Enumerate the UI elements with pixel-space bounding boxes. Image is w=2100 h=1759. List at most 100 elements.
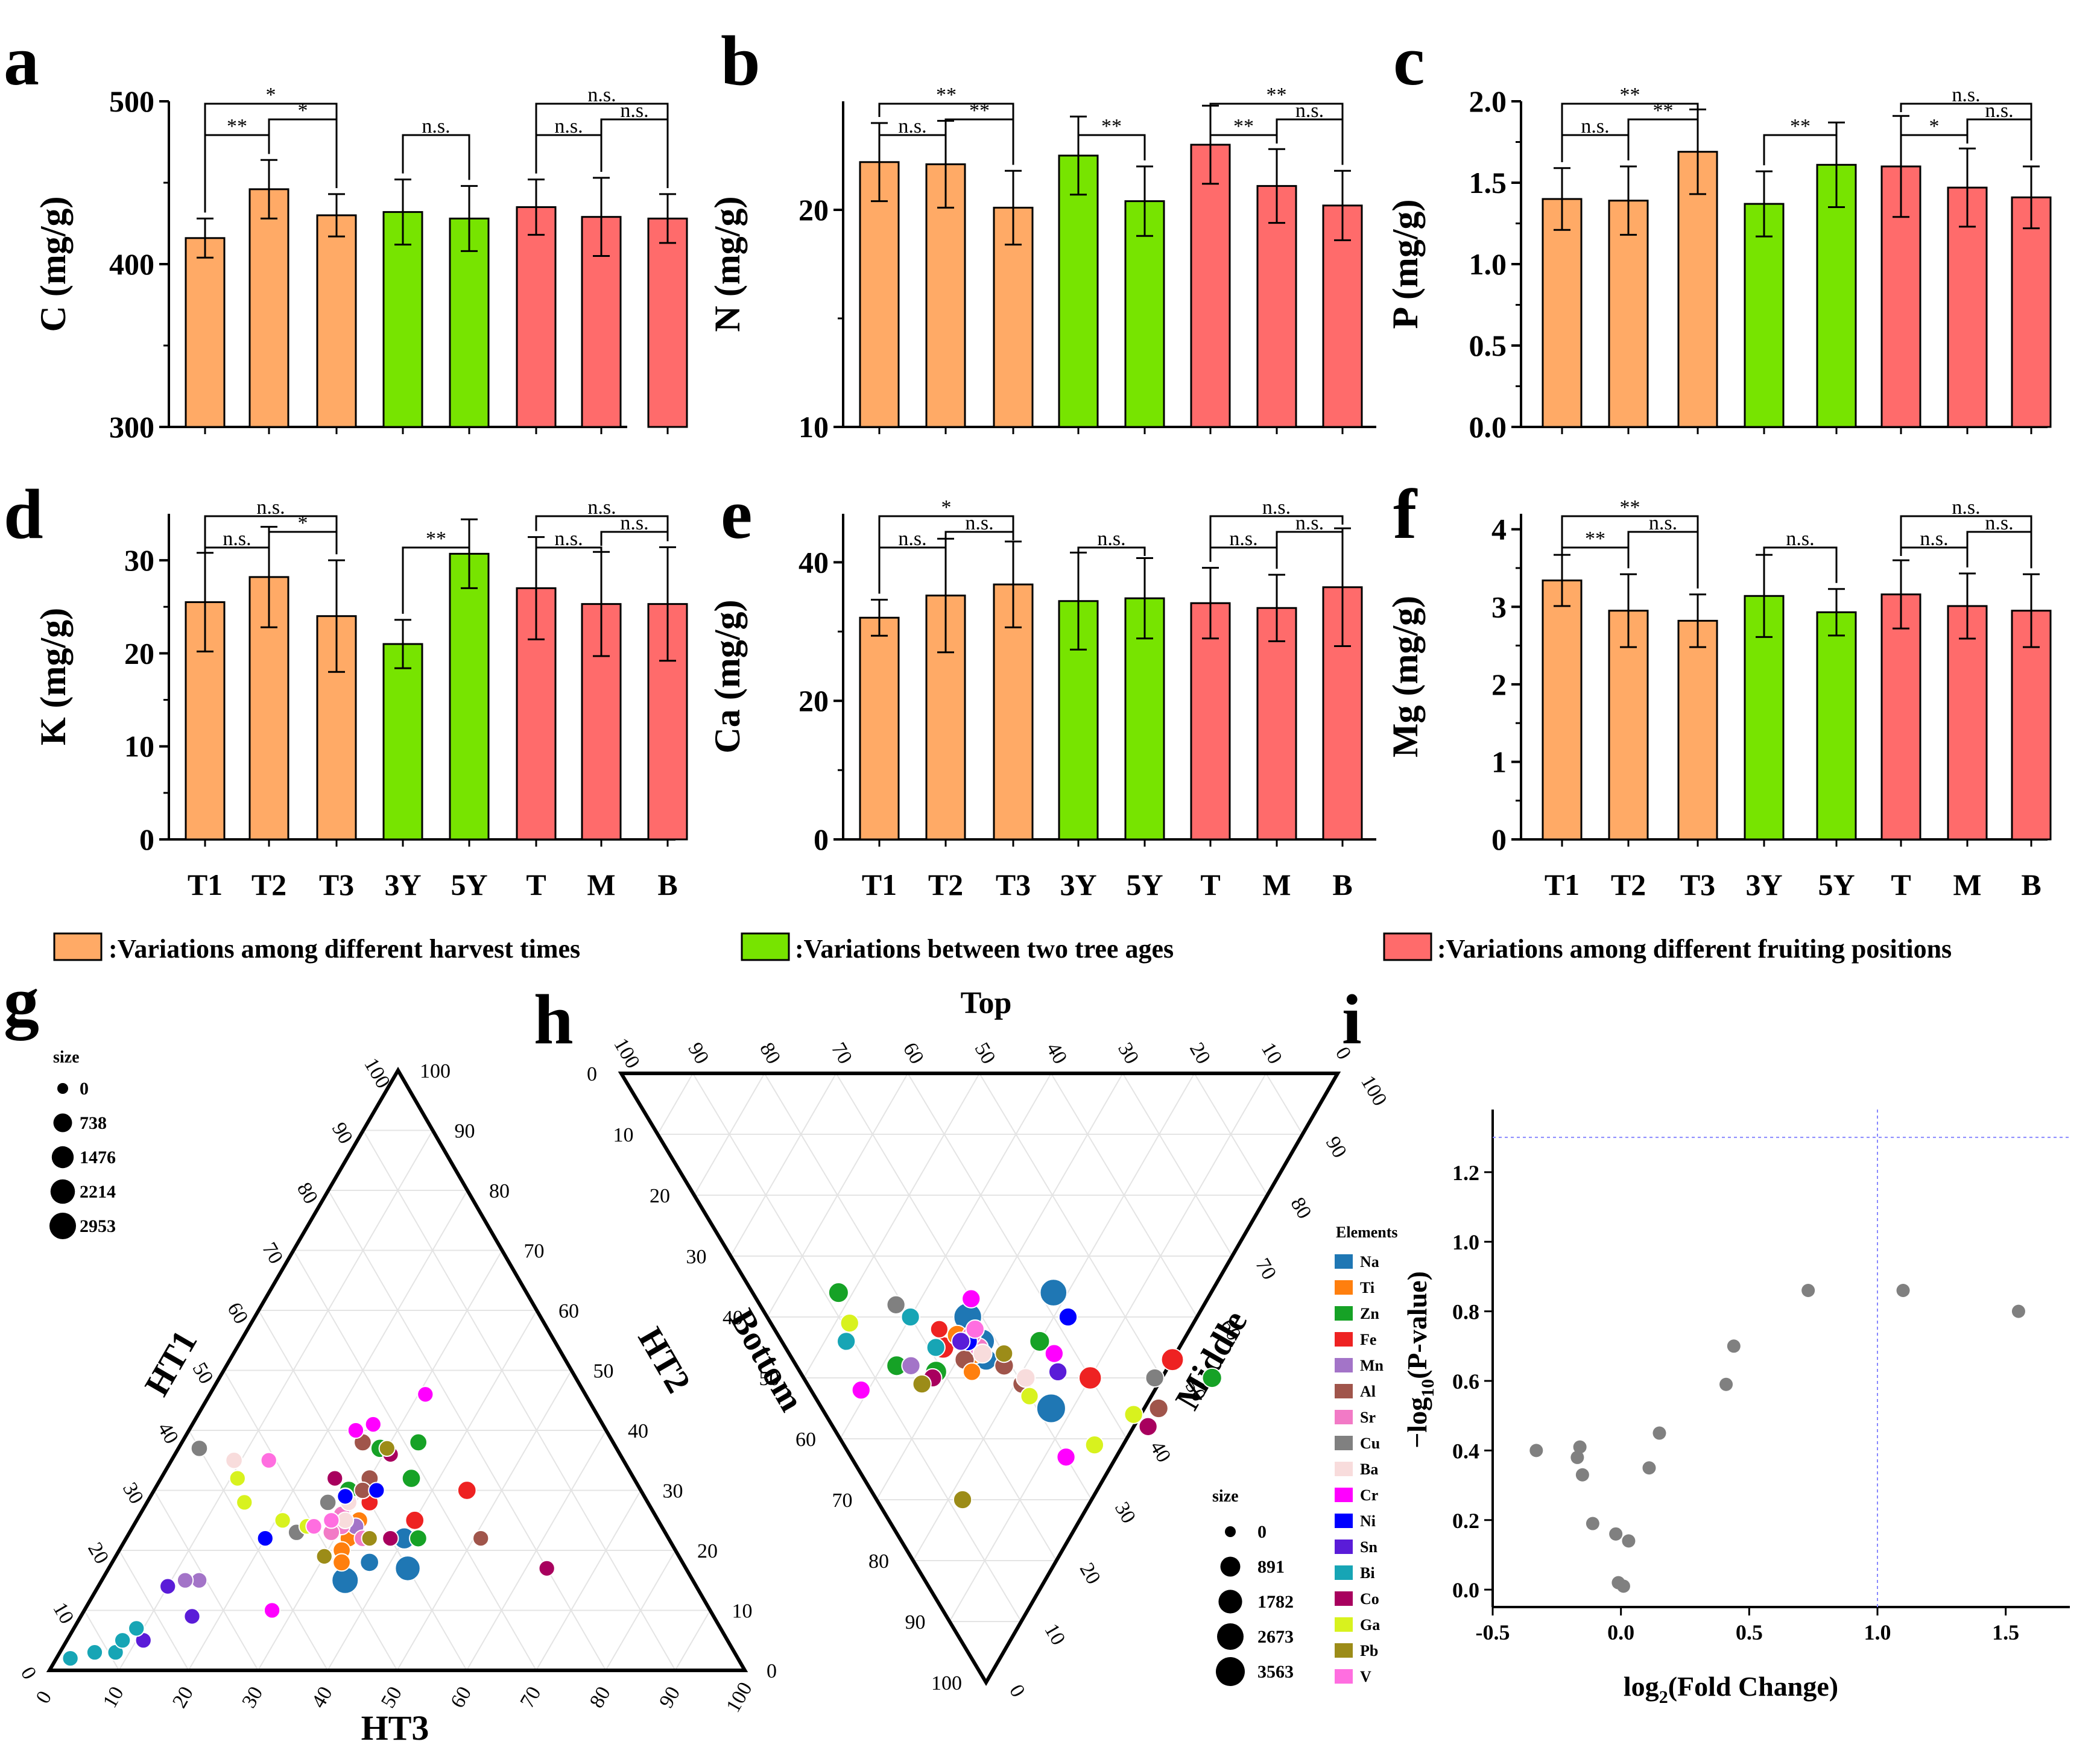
size-legend-label: 3563: [1257, 1662, 1294, 1682]
y-tick-label: 2.0: [1469, 84, 1507, 118]
data-point-ni: [256, 1529, 274, 1547]
tick-label-ht2: 10: [732, 1600, 753, 1623]
x-tick-label: T2: [1611, 868, 1646, 902]
x-tick-label: B: [2021, 868, 2041, 902]
panel-label-i: i: [1342, 980, 1362, 1059]
data-point-cu: [190, 1439, 209, 1457]
bar: [1058, 154, 1099, 428]
tick-label-bottom: 80: [868, 1550, 889, 1573]
tick-label-bottom: 20: [650, 1185, 670, 1207]
x-tick-label: T2: [928, 868, 963, 902]
legend-swatch-harvest: [53, 932, 103, 961]
significance-bracket: [878, 134, 947, 144]
panel-label-f: f: [1393, 475, 1418, 554]
significance-label: *: [298, 99, 308, 122]
element-legend-swatch: [1335, 1410, 1353, 1424]
significance-bracket: [1209, 103, 1344, 165]
panel-label-e: e: [721, 475, 752, 554]
size-legend-label: 2214: [80, 1182, 116, 1202]
panel-label-g: g: [4, 962, 39, 1041]
data-point-na: [331, 1566, 359, 1594]
element-legend-swatch: [1335, 1332, 1353, 1347]
data-point-bi: [900, 1307, 920, 1327]
x-tick-label: M: [1262, 868, 1291, 902]
size-legend-marker: [1216, 1657, 1245, 1686]
data-point: [1896, 1284, 1910, 1297]
panel-i: i 0.0 0.2 0.4 0.6 0.8 1.0 1.2 -0.5 0.0 0.5 1.0 1.5 lo…: [1342, 980, 2070, 1707]
y-tick-label: 1: [1491, 745, 1507, 778]
tick-label-bottom: 0: [587, 1063, 597, 1085]
x-tick-label: B: [1332, 868, 1352, 902]
data-point-ni: [368, 1482, 385, 1499]
significance-label: n.s.: [223, 528, 251, 550]
group-legend: :Variations among different harvest time…: [53, 932, 1952, 964]
element-legend-label: Ba: [1360, 1461, 1378, 1478]
data-point-bi: [113, 1632, 131, 1649]
tick-label-bottom: 70: [832, 1489, 853, 1512]
y-tick-label: 1.0: [1469, 247, 1507, 281]
y-axis-label: C (mg/g): [33, 197, 73, 332]
data-point-pb: [315, 1547, 333, 1565]
y-tick-label: 1.5: [1469, 166, 1507, 200]
data-point-co: [538, 1559, 555, 1577]
data-point-fe: [405, 1510, 425, 1530]
significance-bracket: [1077, 134, 1146, 160]
data-point-cr: [263, 1602, 281, 1619]
y-axis-label: N (mg/g): [707, 197, 747, 332]
significance-label: n.s.: [898, 115, 926, 137]
element-legend-swatch: [1335, 1669, 1353, 1684]
data-point-cr: [961, 1289, 981, 1309]
significance-label: n.s.: [1097, 528, 1125, 550]
element-legend-swatch: [1335, 1306, 1353, 1321]
y-tick-label: 300: [109, 410, 154, 444]
bar: [859, 161, 900, 428]
x-tick-label: 1.0: [1864, 1620, 1891, 1644]
data-point-ga: [1020, 1386, 1039, 1406]
element-legend-label: Sn: [1360, 1538, 1377, 1556]
significance-label: *: [941, 496, 952, 519]
y-tick-label: 40: [799, 545, 829, 579]
tick-label-bottom: 10: [613, 1124, 634, 1146]
data-point: [1529, 1444, 1543, 1457]
significance-label: **: [426, 528, 446, 550]
data-point: [1573, 1440, 1587, 1454]
significance-bracket: [1561, 515, 1699, 589]
significance-bracket: [1627, 118, 1699, 160]
data-point-cr: [1056, 1447, 1076, 1467]
data-point-mn: [176, 1571, 194, 1589]
size-legend-label: 0: [1257, 1522, 1267, 1542]
significance-bracket: [402, 134, 470, 180]
data-point-ga: [840, 1313, 859, 1333]
tick-label-bottom: 90: [905, 1611, 926, 1634]
significance-label: **: [1620, 84, 1640, 106]
data-point: [1719, 1377, 1733, 1391]
bar: [1677, 619, 1718, 841]
data-point-cu: [1145, 1368, 1165, 1388]
element-legend-title: Elements: [1336, 1224, 1398, 1241]
x-tick-label: 3Y: [384, 868, 421, 902]
element-legend-label: Bi: [1360, 1564, 1375, 1582]
grid-line: [1050, 1073, 1198, 1318]
size-legend-label: 2673: [1257, 1627, 1294, 1647]
legend-swatch-positions: [1383, 932, 1432, 961]
element-legend-label: Fe: [1360, 1331, 1376, 1348]
x-tick-label: 5Y: [451, 868, 487, 902]
grid-line: [293, 1249, 537, 1671]
bar: [1880, 593, 1921, 841]
y-axis-label: Mg (mg/g): [1385, 596, 1425, 757]
data-point-na: [1036, 1393, 1066, 1424]
data-point-v: [965, 1319, 985, 1339]
bar: [382, 643, 423, 841]
significance-label: n.s.: [554, 115, 583, 137]
tick-label-ht2: 60: [558, 1300, 579, 1322]
x-tick-label: T2: [251, 868, 286, 902]
grid-line: [694, 1073, 765, 1196]
size-legend-label: 738: [80, 1113, 107, 1133]
data-point-zn: [409, 1529, 428, 1548]
data-point: [1652, 1426, 1666, 1440]
bar: [516, 206, 557, 428]
grid-line: [674, 1609, 711, 1671]
size-legend-label: 1782: [1257, 1592, 1294, 1612]
